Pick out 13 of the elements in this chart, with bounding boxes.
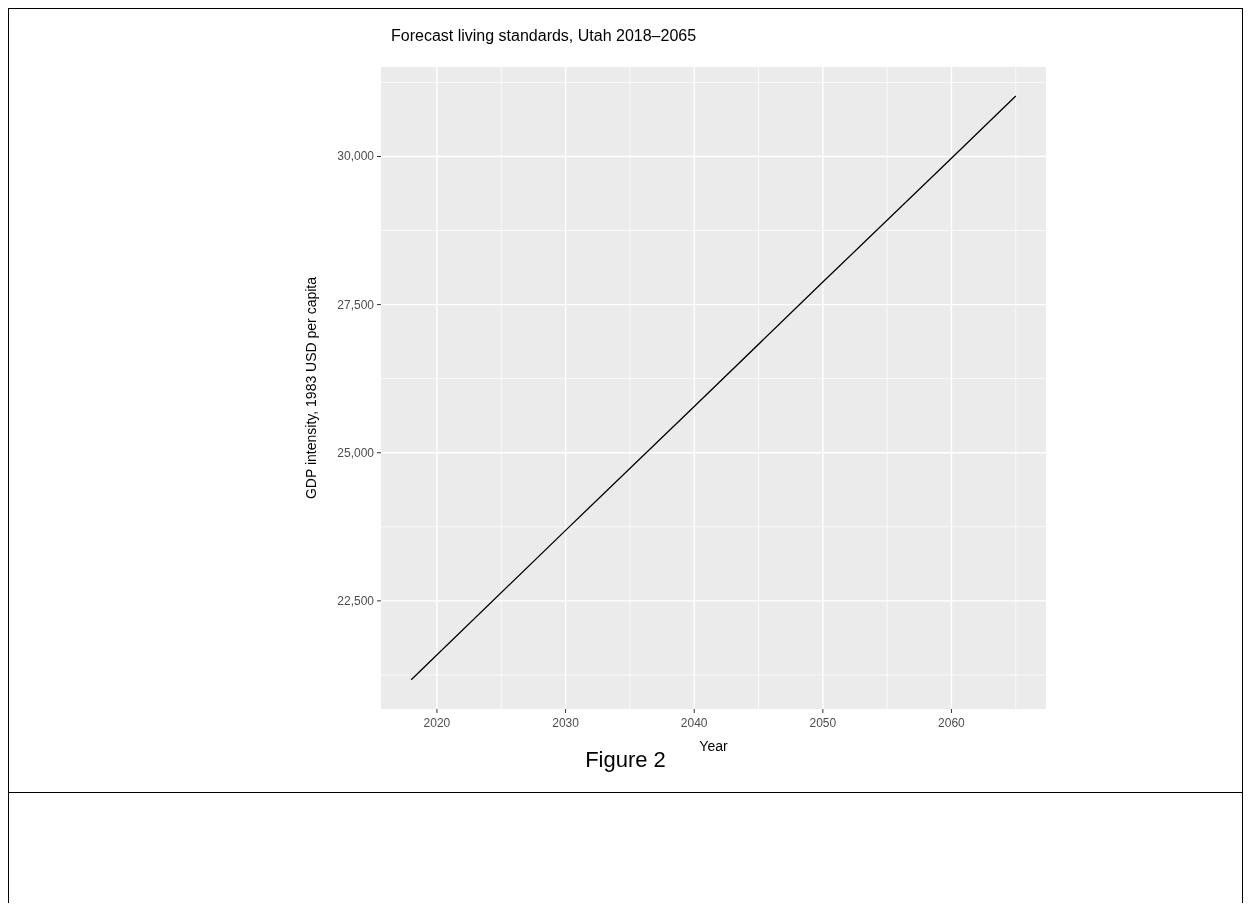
y-tick-label: 22,500 (337, 593, 375, 608)
caption: Figure 2 (585, 747, 666, 772)
x-tick-label: 2030 (552, 716, 580, 730)
y-tick-label: 27,500 (337, 297, 375, 312)
y-tick-label: 30,000 (337, 149, 375, 164)
chart-title: Forecast living standards, Utah 2018–2065 (391, 27, 697, 45)
x-tick-label: 2020 (423, 716, 451, 730)
x-tick-label: 2060 (938, 716, 966, 730)
x-axis-title: Year (699, 738, 728, 754)
y-tick-label: 25,000 (337, 445, 375, 460)
x-tick-label: 2040 (680, 716, 708, 730)
y-axis-title: GDP intensity, 1983 USD per capita (302, 276, 319, 500)
x-tick-label: 2050 (809, 716, 837, 730)
